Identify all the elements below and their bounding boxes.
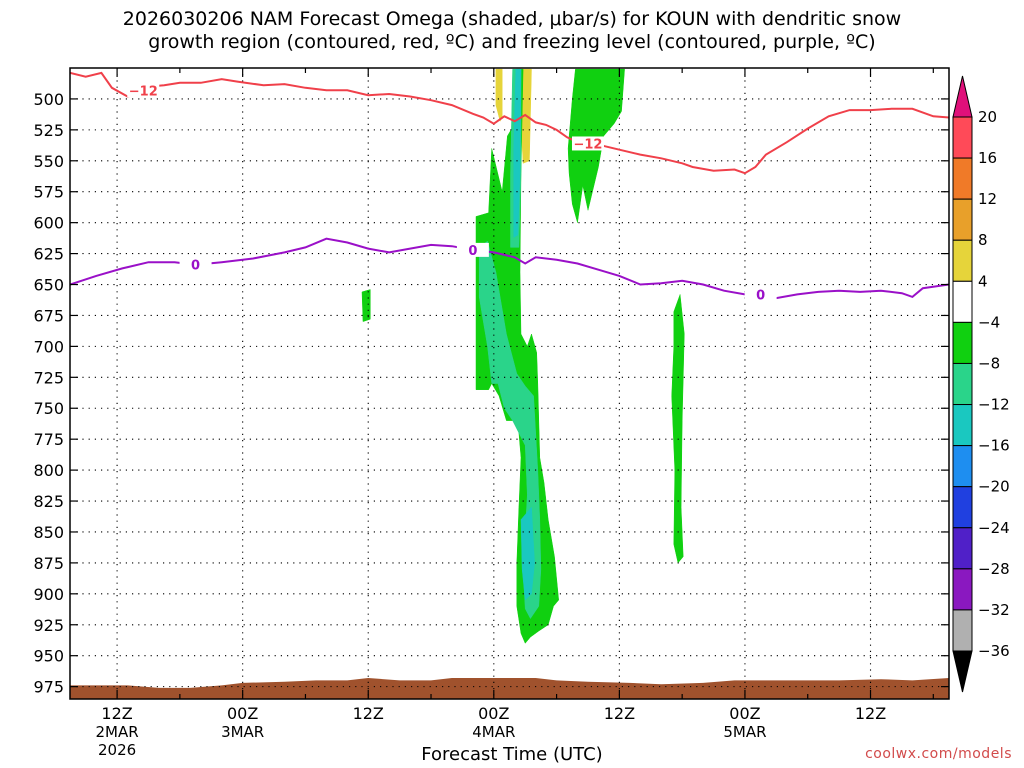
colorbar-label: 8: [978, 231, 988, 249]
y-tick-label: 900: [33, 585, 64, 604]
y-tick-label: 975: [33, 678, 64, 697]
omega-region-0: [495, 68, 503, 122]
omega-region-7: [520, 506, 535, 601]
omega-region-4: [478, 240, 542, 620]
x-tick-label: 12Z: [855, 704, 886, 723]
contour-line-0: [70, 71, 949, 175]
contour-line-1: [70, 237, 949, 300]
y-tick-label: 525: [33, 121, 64, 140]
plot-frame: [69, 67, 950, 700]
colorbar-top-arrow: [952, 75, 973, 118]
y-tick-label: 800: [33, 461, 64, 480]
colorbar-label: −24: [978, 519, 1010, 537]
contour-label: −12: [573, 137, 602, 152]
colorbar-swatch: [952, 445, 973, 488]
contour-label-bg: [127, 83, 160, 98]
omega-shading: [361, 68, 685, 644]
terrain-fill: [70, 678, 949, 699]
contour-label-bg: [456, 242, 489, 257]
contour-label-bg: [744, 287, 777, 302]
colorbar-label: −20: [978, 478, 1010, 496]
colorbar-swatch: [952, 116, 973, 159]
y-tick-label: 725: [33, 368, 64, 387]
contour-label: 0: [191, 259, 200, 274]
colorbar-swatch: [952, 157, 973, 200]
colorbar-swatch: [952, 527, 973, 570]
omega-region-9: [671, 294, 685, 564]
colorbar-swatch: [952, 280, 973, 323]
y-tick-label: 875: [33, 554, 64, 573]
y-tick-label: 925: [33, 616, 64, 635]
y-tick-label: 600: [33, 214, 64, 233]
colorbar-label: 4: [978, 272, 988, 290]
x-tick-date: 5MAR: [723, 723, 766, 741]
y-tick-label: 625: [33, 245, 64, 264]
colorbar-label: −12: [978, 396, 1010, 414]
omega-region-6: [513, 68, 522, 238]
x-tick-label: 12Z: [604, 704, 635, 723]
chart-title: 2026030206 NAM Forecast Omega (shaded, μ…: [0, 8, 1024, 54]
colorbar-bottom-arrow: [952, 650, 973, 693]
x-tick-label: 12Z: [353, 704, 384, 723]
colorbar-label: −32: [978, 601, 1010, 619]
y-tick-label: 750: [33, 399, 64, 418]
colorbar-label: −28: [978, 560, 1010, 578]
contour-label-bg: [179, 257, 212, 272]
x-tick-year: 2026: [98, 741, 136, 759]
y-tick-label: 825: [33, 492, 64, 511]
colorbar-swatch: [952, 239, 973, 282]
y-tick-label: 700: [33, 337, 64, 356]
colorbar-swatch: [952, 609, 973, 652]
x-tick-date: 4MAR: [472, 723, 515, 741]
title-line-1: 2026030206 NAM Forecast Omega (shaded, μ…: [122, 8, 902, 30]
y-tick-label: 950: [33, 647, 64, 666]
y-tick-label: 675: [33, 306, 64, 325]
y-axis: 500 525 550 575 600 625 650 675 700 725 750 775 800 8…: [33, 90, 949, 697]
omega-region-8: [361, 289, 371, 322]
x-tick-label: 00Z: [729, 704, 760, 723]
credit-text: coolwx.com/models: [865, 746, 1012, 762]
y-tick-label: 650: [33, 276, 64, 295]
terrain: [70, 678, 949, 699]
contour-label-bg: [571, 136, 604, 151]
contour-label: −12: [129, 84, 158, 99]
contours: −12 −12 0 0 0: [70, 71, 949, 303]
y-tick-label: 850: [33, 523, 64, 542]
colorbar-label: −8: [978, 354, 1000, 372]
contour-label: 0: [468, 244, 477, 259]
y-tick-label: 575: [33, 183, 64, 202]
x-tick-date: 3MAR: [221, 723, 264, 741]
x-tick-date: 2MAR: [96, 723, 139, 741]
colorbar-swatch: [952, 198, 973, 241]
y-tick-label: 550: [33, 152, 64, 171]
colorbar-label: 20: [978, 108, 997, 126]
colorbar-label: −16: [978, 437, 1010, 455]
colorbar-swatch: [952, 321, 973, 364]
colorbar-swatch: [952, 568, 973, 611]
contour-label: 0: [756, 288, 765, 303]
title-line-2: growth region (contoured, red, ºC) and f…: [148, 31, 876, 53]
colorbar-label: 16: [978, 149, 997, 167]
colorbar-swatch: [952, 404, 973, 447]
colorbar-label: −36: [978, 642, 1010, 660]
colorbar-label: 12: [978, 190, 997, 208]
colorbar-swatch: [952, 486, 973, 529]
y-tick-label: 775: [33, 430, 64, 449]
grid-lines: [70, 68, 949, 699]
x-tick-label: 00Z: [478, 704, 509, 723]
colorbar-label: −4: [978, 313, 1000, 331]
colorbar: 20 16 12 8 4 −4 −8 −12 −16 −20 −24 −28 −32 −36: [952, 75, 1010, 693]
x-tick-label: 00Z: [227, 704, 258, 723]
x-tick-label: 12Z: [101, 704, 132, 723]
colorbar-swatch: [952, 362, 973, 406]
y-tick-label: 500: [33, 90, 64, 109]
